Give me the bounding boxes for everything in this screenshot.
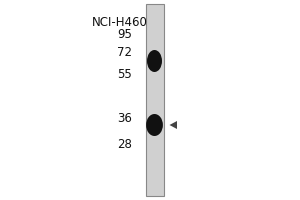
Text: 36: 36 [117,112,132,126]
Text: 72: 72 [117,46,132,60]
Polygon shape [169,121,177,129]
Text: 95: 95 [117,28,132,42]
Text: 28: 28 [117,138,132,150]
Bar [146,4,164,196]
Text: 55: 55 [117,68,132,80]
Text: NCI-H460: NCI-H460 [92,16,148,29]
Ellipse shape [147,50,162,72]
Ellipse shape [146,114,163,136]
